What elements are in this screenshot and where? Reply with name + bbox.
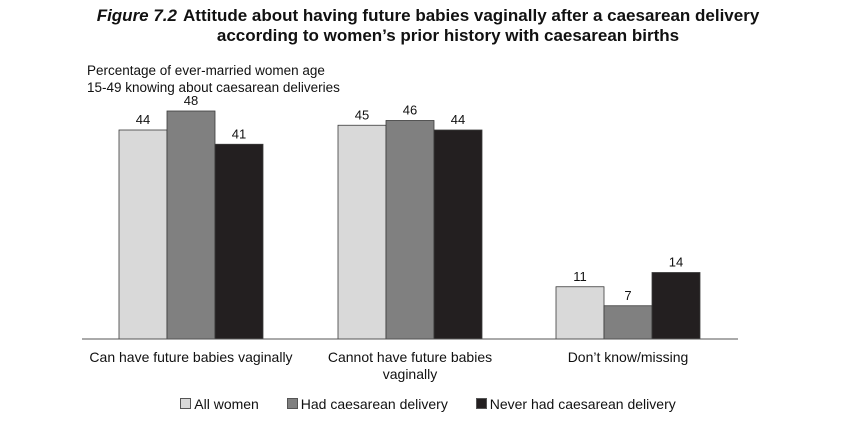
data-label: 14: [669, 255, 683, 270]
legend: All women Had caesarean delivery Never h…: [0, 396, 856, 412]
legend-swatch: [180, 398, 192, 409]
data-label: 48: [184, 93, 198, 108]
data-label: 11: [573, 269, 587, 284]
bar-all-women-2: [555, 286, 605, 340]
bar-never-had-caesarean-0: [214, 143, 264, 340]
bar-all-women-1: [337, 124, 387, 340]
x-tick-label: Don’t know/missing: [568, 349, 689, 365]
data-label: 7: [624, 288, 631, 303]
bar-had-caesarean-0: [166, 110, 216, 340]
data-label: 41: [232, 126, 246, 141]
x-tick-label: Cannot have future babies: [328, 349, 492, 365]
data-label: 46: [403, 103, 417, 118]
data-label: 45: [355, 107, 369, 122]
legend-swatch: [475, 398, 487, 409]
legend-label: Had caesarean delivery: [300, 396, 448, 412]
bar-all-women-0: [118, 129, 168, 340]
subtitle-line-2: 15-49 knowing about caesarean deliveries: [87, 80, 340, 95]
x-tick-label: Can have future babies vaginally: [89, 349, 292, 365]
legend-swatch: [286, 398, 298, 409]
bar-never-had-caesarean-2: [651, 272, 701, 340]
legend-item-never-had-caesarean: Never had caesarean delivery: [475, 396, 676, 412]
legend-label: Never had caesarean delivery: [489, 396, 676, 412]
title-line-1: Attitude about having future babies vagi…: [183, 6, 760, 25]
title-line-2: according to women’s prior history with …: [216, 26, 680, 45]
bar-had-caesarean-1: [385, 120, 435, 340]
legend-label: All women: [194, 396, 259, 412]
legend-item-all-women: All women: [180, 396, 259, 412]
legend-item-had-caesarean: Had caesarean delivery: [286, 396, 448, 412]
data-label: 44: [451, 112, 465, 127]
chart-title: Figure 7.2 Attitude about having future b…: [0, 6, 856, 46]
subtitle-line-1: Percentage of ever-married women age: [87, 63, 325, 78]
chart-subtitle: Percentage of ever-married women age 15-…: [87, 62, 340, 96]
bar-never-had-caesarean-1: [433, 129, 483, 340]
x-tick-label: vaginally: [383, 366, 437, 382]
data-label: 44: [136, 112, 150, 127]
figure-number: Figure 7.2: [96, 6, 177, 25]
bar-had-caesarean-2: [603, 305, 653, 340]
